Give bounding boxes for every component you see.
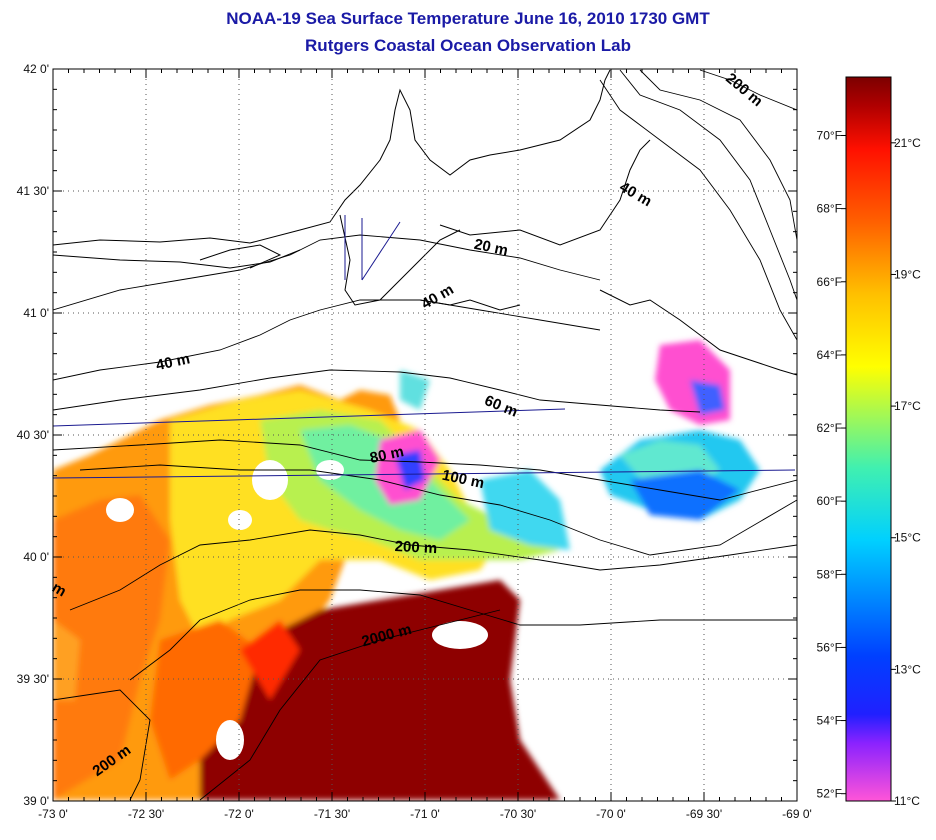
colorbar-f-label: 54°F [817,714,842,728]
colorbar-c-label: 17°C [894,399,921,413]
lat-tick-label: 40 0' [23,550,49,564]
lon-tick-label: -71 0' [410,807,440,821]
sst-imagery [53,340,760,800]
colorbar-f-label: 64°F [817,348,842,362]
lat-tick-label: 41 30' [17,184,49,198]
map-subtitle: Rutgers Coastal Ocean Observation Lab [305,36,631,55]
lat-tick-label: 40 30' [17,428,49,442]
axis-ticks: -73 0' -72 30' -72 0' -71 30' -71 0' -70 30' -… [17,62,812,821]
colorbar-c-label: 15°C [894,531,921,545]
colorbar-c-label: 13°C [894,662,921,676]
colorbar-f-label: 68°F [817,202,842,216]
colorbar-f-label: 66°F [817,275,842,289]
lon-tick-label: -69 30' [686,807,722,821]
colorbar [845,76,892,802]
colorbar-f-label: 60°F [817,494,842,508]
contour-label: 200 m [394,538,437,557]
map-title: NOAA-19 Sea Surface Temperature June 16,… [226,9,710,28]
colorbar-c-label: 19°C [894,267,921,281]
lat-tick-label: 39 30' [17,672,49,686]
lon-tick-label: -71 30' [314,807,350,821]
lat-tick-label: 41 0' [23,306,49,320]
colorbar-f-label: 58°F [817,567,842,581]
lat-tick-label: 42 0' [23,62,49,76]
colorbar-c-label: 11°C [894,794,920,808]
contour-label: 80 m [368,443,405,467]
lon-tick-label: -70 30' [500,807,536,821]
colorbar-c-label: 21°C [894,136,921,150]
bathymetry-contours [53,69,797,801]
colorbar-f-label: 70°F [817,129,842,143]
cloud-mask [106,460,488,760]
lon-tick-label: -72 30' [128,807,164,821]
contour-label: 20 m [473,236,510,260]
lon-tick-label: -72 0' [224,807,254,821]
contour-label: 40 m [154,350,191,374]
colorbar-ticks: 70°F 68°F 66°F 64°F 62°F 60°F 58°F 56°F 54°F 52°F… [817,129,922,808]
colorbar-f-label: 52°F [817,787,842,801]
colorbar-f-label: 56°F [817,640,842,654]
track-lines [53,215,796,479]
lat-tick-label: 39 0' [23,794,49,808]
map-grid [53,69,797,801]
lon-tick-label: -73 0' [38,807,68,821]
lon-tick-label: -70 0' [596,807,626,821]
colorbar-f-label: 62°F [817,421,842,435]
lon-tick-label: -69 0' [782,807,812,821]
